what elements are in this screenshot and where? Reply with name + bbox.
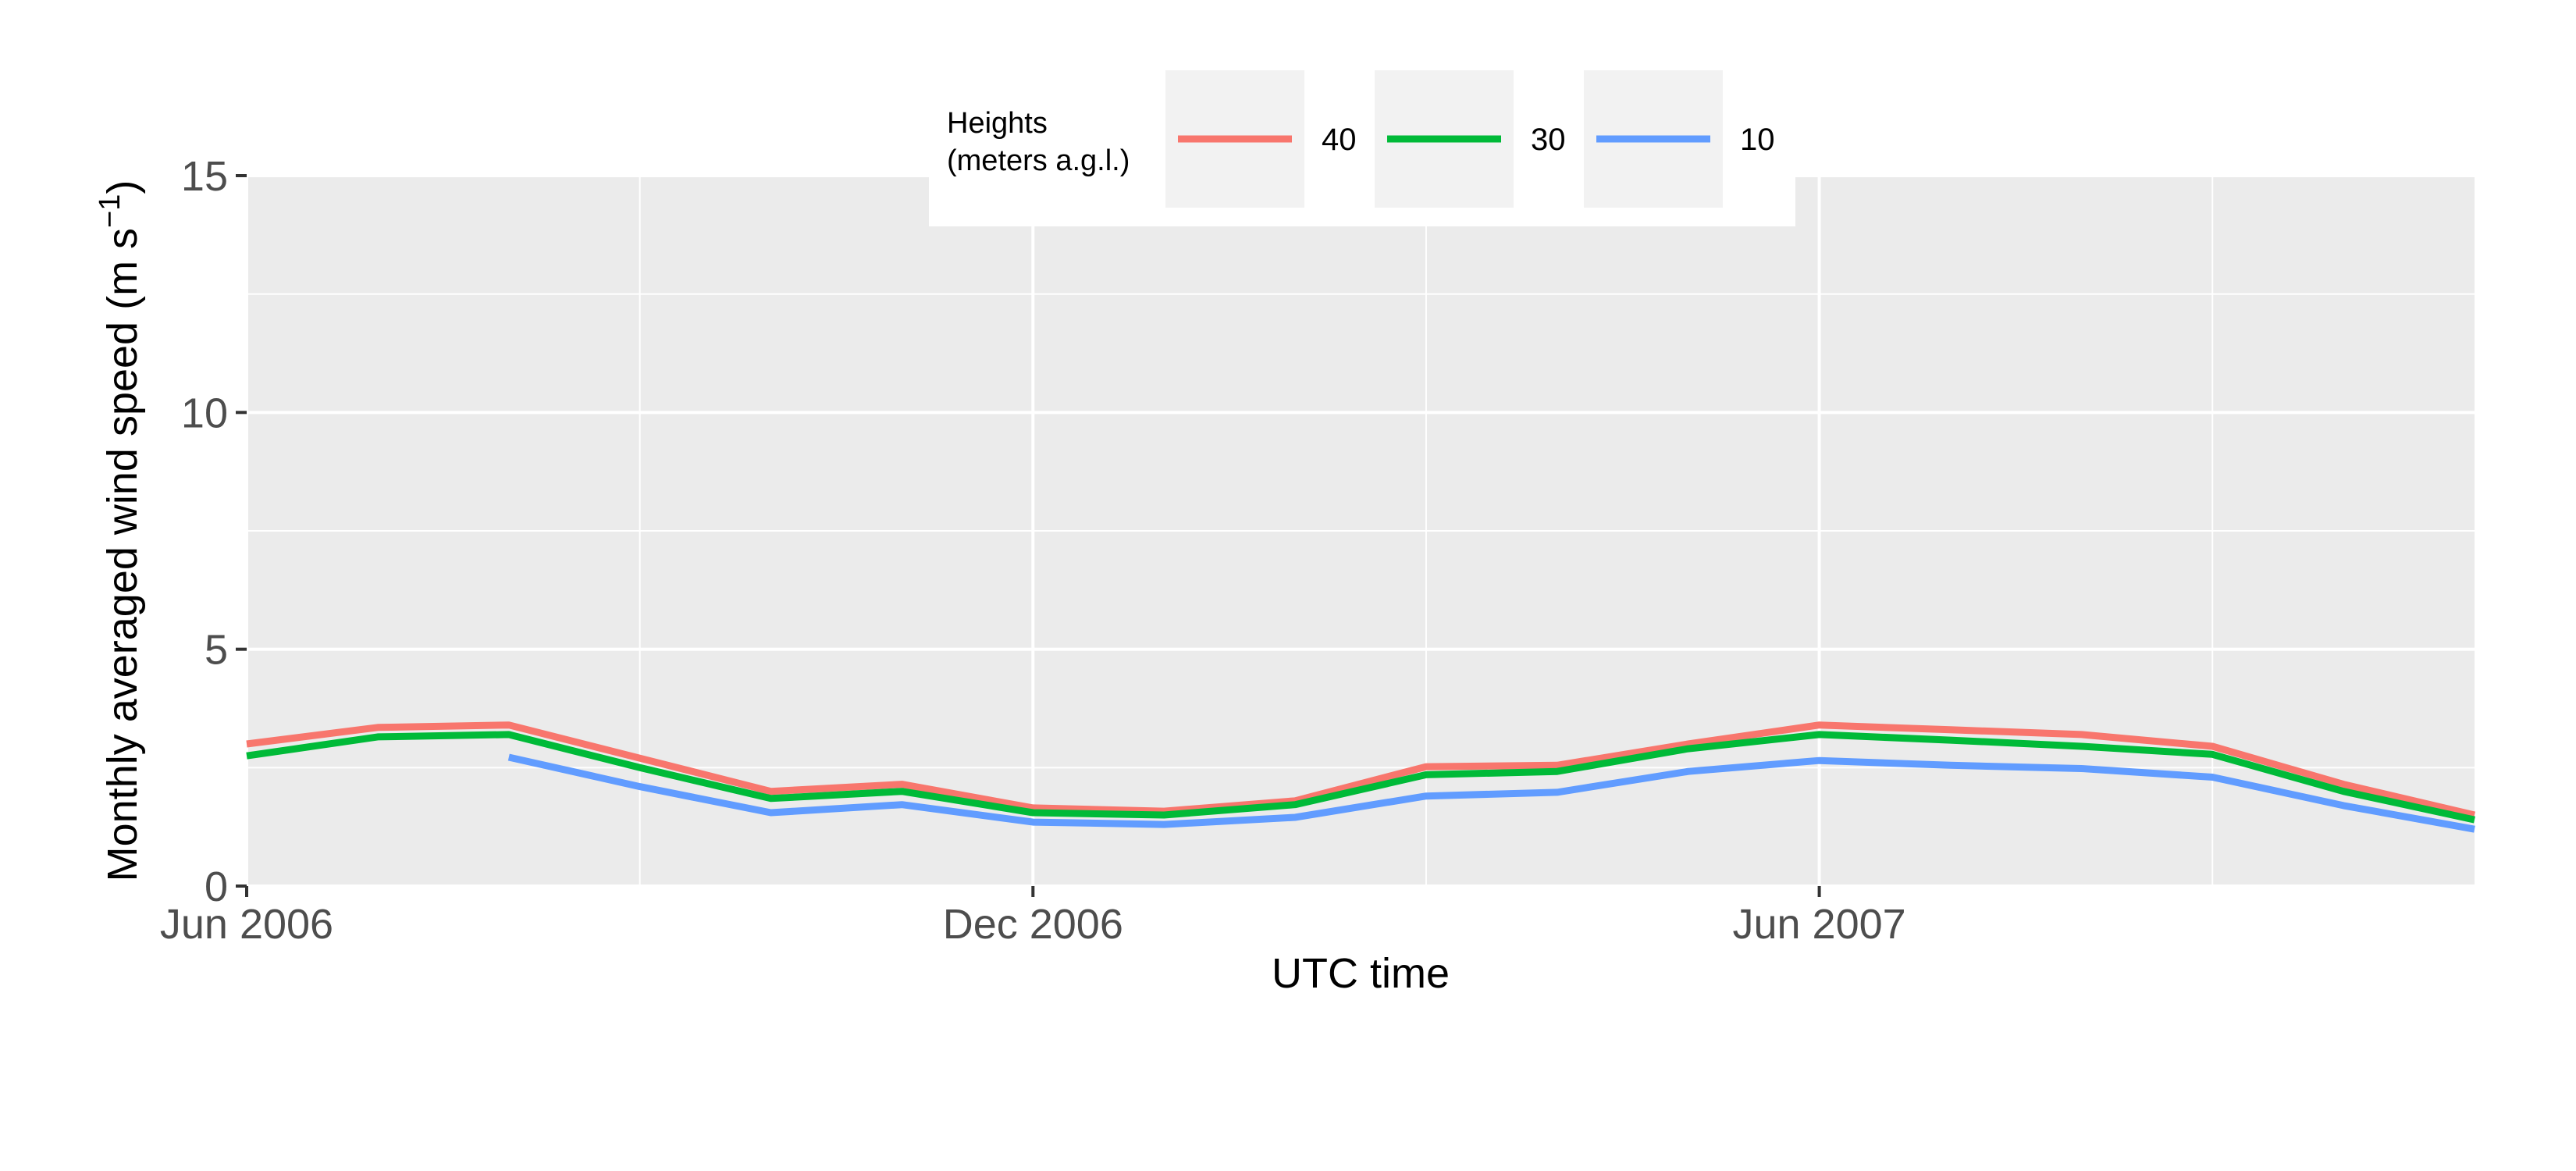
series-layer	[246, 721, 2476, 833]
y-axis-title-main: Monthly averaged wind speed (m s	[99, 228, 146, 881]
y-axis-title-superscript: −1	[94, 194, 126, 228]
y-axis-title-close: )	[99, 180, 146, 194]
x-tick-label: Dec 2006	[943, 901, 1123, 948]
legend-title-line2: (meters a.g.l.)	[947, 144, 1130, 177]
legend-title-line1: Heights	[947, 107, 1048, 140]
y-tick-label: 5	[205, 627, 228, 674]
x-axis-title: UTC time	[1272, 950, 1450, 997]
legend-label-10: 10	[1740, 123, 1775, 157]
series-line-40	[246, 721, 2476, 819]
axis-layer: 0 5 10 15 Jun 2006 Dec 2006 Jun 2007	[160, 153, 1906, 948]
series-line-30	[246, 731, 2475, 824]
x-tick-label: Jun 2006	[160, 901, 333, 948]
series-line-10	[507, 753, 2475, 833]
y-axis-title-group: Monthly averaged wind speed (m s−1)	[94, 180, 146, 882]
y-tick-label: 0	[205, 863, 228, 910]
legend: Heights (meters a.g.l.) 40 30 10	[929, 70, 1795, 226]
y-axis-title: Monthly averaged wind speed (m s−1)	[94, 180, 146, 882]
x-tick-label: Jun 2007	[1732, 901, 1905, 948]
legend-label-30: 30	[1531, 123, 1566, 157]
y-tick-label: 15	[181, 153, 228, 200]
legend-items: 40 30 10	[1165, 70, 1775, 208]
y-tick-label: 10	[181, 390, 228, 436]
legend-label-40: 40	[1322, 123, 1357, 157]
